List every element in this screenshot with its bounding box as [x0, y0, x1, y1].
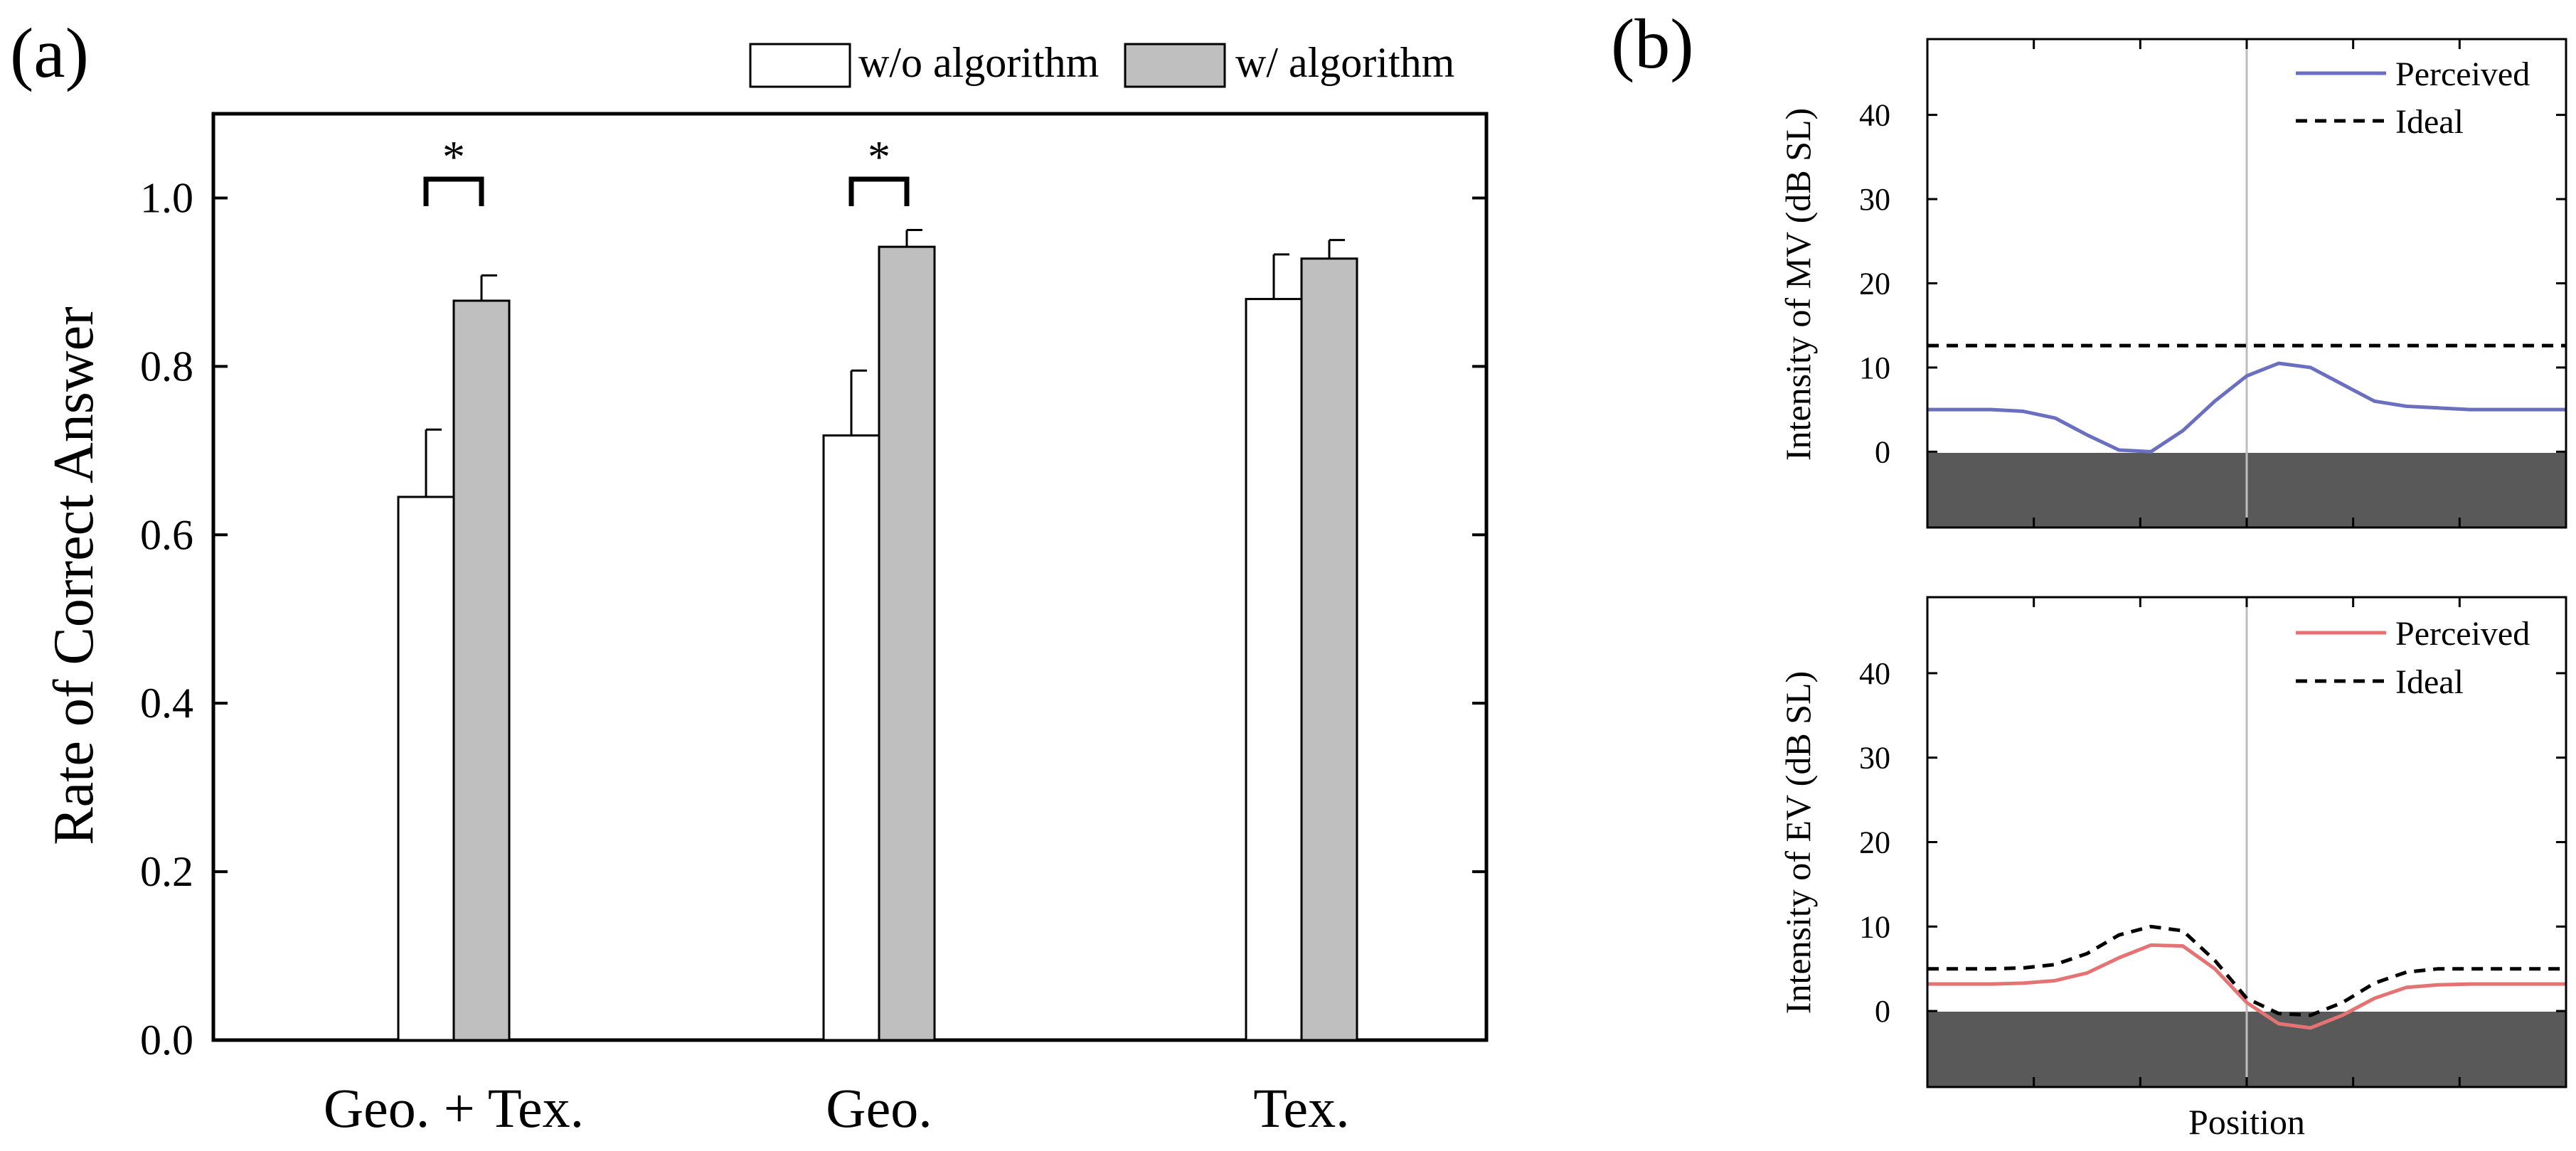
x-ticks-ev [2033, 597, 2461, 1087]
significance-star-1: * [868, 132, 890, 182]
legend-mv: Perceived Ideal [2296, 55, 2530, 141]
ev-y-tick-label-1: 10 [1859, 909, 1890, 944]
bar-0-0 [397, 496, 455, 1042]
ev-y-tick-label-4: 40 [1859, 656, 1890, 691]
y-axis-title-mv: Intensity of MV (dB SL) [1778, 108, 1818, 461]
ev-y-tick-label-3: 30 [1859, 741, 1890, 776]
legend-swatch-wo [749, 43, 851, 88]
series-lines-ev [1927, 924, 2566, 1030]
y-tick-label-2: 0.4 [140, 680, 193, 727]
panel-b-label: (b) [1611, 4, 1694, 83]
y-tick-label-1: 0.2 [140, 848, 193, 895]
panel-b: (b) 0 10 20 30 40 Intensity of MV (dB SL) Pe… [1611, 4, 2567, 1142]
ev-series-line-ideal [1927, 924, 2566, 1017]
x-tick-label-0: Geo. + Tex. [324, 1077, 584, 1139]
legend-label-ev-perceived: Perceived [2395, 615, 2530, 653]
mv-series-line-perceived [1927, 361, 2566, 454]
bar-1-2 [1300, 257, 1358, 1042]
y-tick-label-4: 0.8 [140, 343, 193, 390]
legend-a: w/o algorithm w/ algorithm [749, 39, 1454, 88]
ev-y-tick-label-2: 20 [1859, 825, 1890, 860]
y-axis-title-a: Rate of Correct Answer [43, 306, 105, 845]
legend-label-ev-ideal: Ideal [2395, 663, 2464, 701]
legend-label-wo: w/o algorithm [858, 39, 1099, 86]
bar-1-0 [452, 299, 511, 1042]
ev-y-tick-label-0: 0 [1875, 994, 1890, 1029]
y-tick-label-5: 1.0 [140, 174, 193, 221]
y-tick-label-3: 0.6 [140, 511, 193, 558]
y-ticks-a: 0.0 0.2 0.4 0.6 0.8 1.0 [140, 174, 1486, 1064]
y-ticks-ev: 0 10 20 30 40 [1859, 656, 2566, 1029]
significance-bracket-0 [423, 176, 484, 206]
mv-y-tick-label-1: 10 [1859, 350, 1890, 385]
panel-a: (a) w/o algorithm w/ algorithm Rate of C… [10, 14, 1489, 1139]
mv-y-tick-label-0: 0 [1875, 434, 1890, 469]
subplot-mv: 0 10 20 30 40 Intensity of MV (dB SL) Percei… [1778, 38, 2567, 529]
significance-bracket-1 [848, 176, 910, 206]
x-axis-title-ev: Position [2188, 1102, 2305, 1142]
x-ticks-mv [2033, 39, 2461, 528]
bar-1-1 [878, 245, 936, 1042]
bars-a [397, 228, 1358, 1042]
mv-y-tick-label-4: 40 [1859, 98, 1890, 133]
legend-label-w: w/ algorithm [1235, 39, 1454, 86]
x-labels-a: Geo. + Tex. Geo. Tex. [324, 1077, 1350, 1139]
legend-label-mv-ideal: Ideal [2395, 103, 2464, 141]
ev-series-line-perceived [1927, 943, 2566, 1030]
bar-0-2 [1245, 298, 1303, 1042]
series-lines-mv [1927, 343, 2566, 454]
subplot-ev: 0 10 20 30 40 Intensity of EV (dB SL) Percei… [1778, 596, 2567, 1142]
mv-y-tick-label-3: 30 [1859, 182, 1890, 217]
y-tick-label-0: 0.0 [140, 1017, 193, 1064]
legend-swatch-w [1124, 43, 1226, 88]
y-axis-title-ev: Intensity of EV (dB SL) [1778, 671, 1818, 1014]
significance-star-0: * [442, 132, 465, 182]
x-tick-label-1: Geo. [826, 1077, 932, 1139]
legend-ev: Perceived Ideal [2296, 615, 2530, 701]
panel-a-label: (a) [10, 14, 89, 92]
mv-y-tick-label-2: 20 [1859, 267, 1890, 301]
legend-label-mv-perceived: Perceived [2395, 55, 2530, 93]
bar-0-1 [822, 434, 880, 1042]
significance-a: * * [423, 132, 910, 206]
y-ticks-mv: 0 10 20 30 40 [1859, 98, 2566, 469]
x-tick-label-2: Tex. [1253, 1077, 1349, 1139]
